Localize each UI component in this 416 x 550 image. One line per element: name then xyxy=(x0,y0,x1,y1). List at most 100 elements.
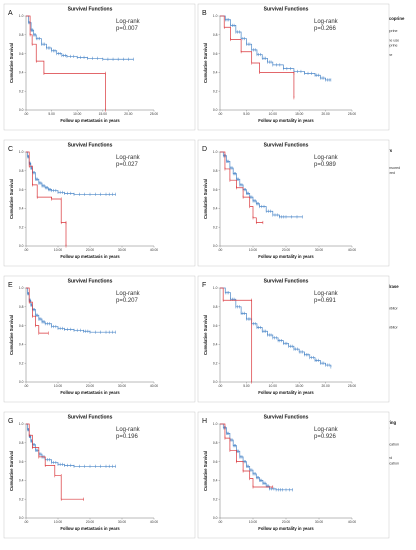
use-survival-curve xyxy=(26,423,84,500)
panel-letter: D xyxy=(202,146,207,153)
panel-title: Survival Functions xyxy=(68,279,113,285)
y-tick-label: 1.0 xyxy=(19,286,24,290)
y-tick-label: 0.8 xyxy=(19,305,24,309)
logrank-label: Log-rank xyxy=(314,427,339,433)
panel-frame xyxy=(197,275,390,403)
panel-title: Survival Functions xyxy=(264,415,309,421)
y-tick-label: 0.8 xyxy=(19,33,24,37)
panel-c: C Survival Functions 0.0 0.2 0.4 0.6 0.8 1.0 .00… xyxy=(3,139,196,267)
logrank-pvalue: p=0.007 xyxy=(116,26,139,32)
y-tick-label: 0.4 xyxy=(19,207,24,211)
use-survival-curve xyxy=(220,15,295,98)
y-tick-label: 1.0 xyxy=(213,422,218,426)
panel-letter: F xyxy=(202,282,206,289)
x-tick-label: 30.00 xyxy=(118,384,126,388)
logrank-label: Log-rank xyxy=(314,155,339,161)
y-tick-label: 0.8 xyxy=(213,169,218,173)
y-tick-label: 1.0 xyxy=(19,14,24,18)
use-survival-curve xyxy=(220,423,273,488)
y-tick-label: 0.8 xyxy=(19,441,24,445)
x-tick-label: 10.00 xyxy=(54,248,62,252)
panel-letter: B xyxy=(202,10,207,17)
x-tick-label: 20.00 xyxy=(86,248,94,252)
x-tick-label: 10.00 xyxy=(73,112,81,116)
y-tick-label: 0.6 xyxy=(19,188,24,192)
panel-letter: G xyxy=(8,418,13,425)
y-tick-label: 0.8 xyxy=(213,305,218,309)
x-axis-label: Follow up mortality in years xyxy=(258,526,314,531)
x-tick-label: 10.00 xyxy=(54,520,62,524)
x-tick-label: 10.00 xyxy=(269,384,277,388)
y-tick-label: 0.2 xyxy=(213,497,218,501)
logrank-pvalue: p=0.989 xyxy=(314,162,337,168)
panel-frame xyxy=(197,411,390,539)
x-tick-label: 40.00 xyxy=(150,248,158,252)
y-tick-label: 0.4 xyxy=(213,207,218,211)
y-tick-label: 0.0 xyxy=(213,380,218,384)
x-axis-label: Follow up mortality in years xyxy=(258,118,314,123)
y-tick-label: 0.2 xyxy=(213,225,218,229)
y-axis-label: Cumulative Survival xyxy=(203,451,208,491)
x-tick-label: 30.00 xyxy=(315,520,323,524)
logrank-label: Log-rank xyxy=(314,19,339,25)
panel-frame xyxy=(3,275,196,403)
panel-d: D Survival Functions 0.0 0.2 0.4 0.6 0.8 1.0 .00… xyxy=(197,139,390,267)
y-tick-label: 0.2 xyxy=(19,225,24,229)
panel-letter: H xyxy=(202,418,207,425)
y-axis-label: Cumulative Survival xyxy=(9,43,14,83)
y-tick-label: 0.0 xyxy=(19,380,24,384)
y-tick-label: 0.6 xyxy=(213,188,218,192)
use-survival-curve xyxy=(220,151,263,223)
panel-frame xyxy=(3,3,196,131)
no-use-survival-curve xyxy=(26,151,116,195)
x-tick-label: 10.00 xyxy=(269,112,277,116)
y-axis-label: Cumulative Survival xyxy=(9,179,14,219)
x-tick-label: .00 xyxy=(24,384,29,388)
y-tick-label: 0.4 xyxy=(19,479,24,483)
y-tick-label: 0.2 xyxy=(19,89,24,93)
y-tick-label: 0.0 xyxy=(19,244,24,248)
panel-title: Survival Functions xyxy=(264,143,309,149)
x-tick-label: 5.00 xyxy=(243,384,250,388)
x-tick-label: 30.00 xyxy=(315,248,323,252)
x-tick-label: .00 xyxy=(218,384,223,388)
y-axis-label: Cumulative Survival xyxy=(203,179,208,219)
y-tick-label: 0.0 xyxy=(213,516,218,520)
x-tick-label: 5.00 xyxy=(243,112,250,116)
y-axis-label: Cumulative Survival xyxy=(203,43,208,83)
x-axis-label: Follow up metastasis in years xyxy=(60,118,120,123)
panel-frame xyxy=(3,139,196,267)
x-tick-label: 15.00 xyxy=(99,112,107,116)
panel-title: Survival Functions xyxy=(68,415,113,421)
x-tick-label: 15.00 xyxy=(295,112,303,116)
x-axis-label: Follow up metastasis in years xyxy=(60,254,120,259)
x-tick-label: 20.00 xyxy=(321,384,329,388)
x-tick-label: 40.00 xyxy=(150,520,158,524)
y-tick-label: 1.0 xyxy=(19,422,24,426)
panel-title: Survival Functions xyxy=(68,143,113,149)
y-axis-label: Cumulative Survival xyxy=(9,315,14,355)
x-tick-label: 20.00 xyxy=(86,520,94,524)
y-tick-label: 1.0 xyxy=(213,286,218,290)
y-tick-label: 0.8 xyxy=(213,441,218,445)
x-tick-label: .00 xyxy=(218,248,223,252)
use-survival-curve xyxy=(26,287,49,334)
no-use-survival-curve xyxy=(220,287,332,367)
x-tick-label: .00 xyxy=(24,520,29,524)
panel-letter: E xyxy=(8,282,13,289)
x-tick-label: 20.00 xyxy=(282,520,290,524)
logrank-pvalue: p=0.027 xyxy=(116,162,139,168)
y-tick-label: 0.6 xyxy=(213,324,218,328)
x-axis-label: Follow up mortality in years xyxy=(258,390,314,395)
x-tick-label: 10.00 xyxy=(54,384,62,388)
logrank-label: Log-rank xyxy=(116,291,141,297)
y-axis-label: Cumulative Survival xyxy=(203,315,208,355)
x-tick-label: 40.00 xyxy=(348,520,356,524)
y-tick-label: 0.0 xyxy=(19,516,24,520)
y-tick-label: 0.0 xyxy=(213,108,218,112)
logrank-label: Log-rank xyxy=(314,291,339,297)
panel-letter: C xyxy=(8,146,13,153)
panel-a: A Survival Functions 0.0 0.2 0.4 0.6 0.8 1.0 .00… xyxy=(3,3,196,131)
x-tick-label: 20.00 xyxy=(124,112,132,116)
